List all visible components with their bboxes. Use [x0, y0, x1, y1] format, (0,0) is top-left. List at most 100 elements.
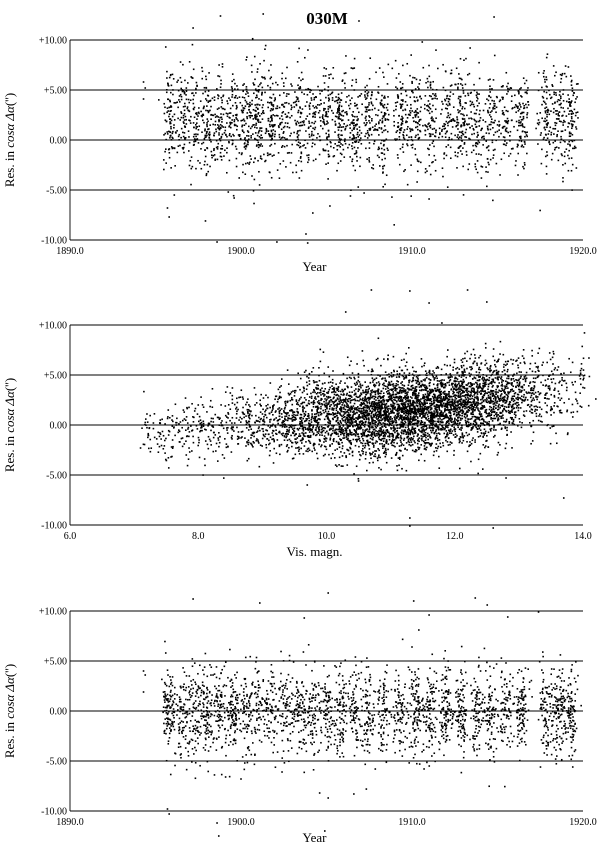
- scatter-point: [556, 110, 558, 112]
- scatter-point: [283, 137, 286, 139]
- scatter-point: [541, 148, 543, 151]
- scatter-point: [264, 435, 266, 438]
- scatter-point: [167, 467, 170, 469]
- scatter-point: [182, 114, 185, 117]
- scatter-point: [213, 431, 215, 434]
- scatter-point: [551, 425, 553, 428]
- scatter-point: [243, 131, 245, 134]
- scatter-point: [464, 136, 466, 138]
- scatter-point: [392, 383, 395, 385]
- scatter-point: [258, 98, 260, 100]
- scatter-point: [193, 416, 195, 419]
- scatter-point: [213, 96, 216, 98]
- scatter-point: [229, 107, 232, 110]
- scatter-point: [239, 101, 242, 104]
- scatter-point: [428, 112, 431, 115]
- figure-title: 030M: [306, 9, 348, 28]
- scatter-point: [349, 102, 352, 105]
- scatter-point: [286, 126, 289, 128]
- scatter-point: [256, 68, 259, 70]
- scatter-point: [312, 127, 314, 130]
- scatter-point: [302, 429, 305, 432]
- scatter-point: [296, 427, 299, 430]
- scatter-point: [365, 97, 368, 99]
- scatter-point: [259, 121, 262, 124]
- scatter-point: [498, 135, 500, 138]
- scatter-point: [508, 155, 510, 157]
- scatter-point: [270, 176, 273, 179]
- scatter-point: [144, 421, 147, 424]
- scatter-point: [389, 412, 391, 415]
- scatter-point: [219, 86, 222, 89]
- scatter-point: [384, 404, 387, 406]
- scatter-point: [325, 132, 328, 135]
- scatter-point: [193, 126, 195, 129]
- scatter-point: [377, 148, 380, 151]
- scatter-point: [338, 137, 341, 140]
- scatter-point: [330, 73, 332, 76]
- scatter-point: [222, 107, 225, 110]
- scatter-point: [239, 137, 242, 140]
- scatter-point: [571, 361, 574, 364]
- scatter-point: [396, 130, 399, 132]
- scatter-point: [242, 118, 245, 121]
- scatter-point: [246, 134, 248, 137]
- scatter-point: [426, 442, 428, 444]
- scatter-point: [337, 126, 339, 129]
- scatter-point: [226, 115, 229, 118]
- scatter-point: [418, 386, 421, 388]
- scatter-point: [481, 390, 484, 392]
- scatter-point: [195, 138, 198, 141]
- scatter-point: [443, 383, 445, 386]
- scatter-point: [448, 381, 450, 384]
- scatter-point: [457, 147, 460, 149]
- scatter-point: [226, 135, 228, 138]
- scatter-point: [541, 103, 543, 106]
- scatter-point: [264, 78, 266, 80]
- scatter-point: [377, 114, 379, 117]
- scatter-point: [205, 109, 207, 112]
- scatter-point: [415, 111, 417, 113]
- scatter-point: [379, 101, 382, 104]
- scatter-point: [264, 132, 267, 135]
- scatter-point: [515, 360, 517, 362]
- scatter-point: [192, 107, 195, 110]
- scatter-point: [210, 429, 212, 432]
- scatter-point: [352, 119, 355, 121]
- scatter-point: [421, 437, 423, 440]
- scatter-point: [570, 157, 573, 159]
- scatter-point: [474, 119, 476, 122]
- scatter-point: [546, 137, 549, 140]
- scatter-point: [302, 453, 305, 455]
- scatter-point: [324, 405, 327, 408]
- scatter-point: [362, 359, 365, 362]
- scatter-point: [548, 130, 551, 132]
- scatter-point: [477, 425, 480, 427]
- scatter-point: [398, 445, 401, 447]
- scatter-point: [313, 128, 316, 131]
- scatter-point: [515, 407, 518, 409]
- scatter-point: [170, 139, 173, 141]
- scatter-point: [352, 421, 354, 423]
- scatter-point: [452, 118, 455, 121]
- scatter-point: [332, 112, 335, 114]
- scatter-point: [337, 136, 340, 138]
- scatter-point: [315, 96, 317, 99]
- scatter-point: [491, 110, 493, 112]
- scatter-point: [306, 115, 309, 117]
- scatter-point: [157, 431, 160, 434]
- scatter-point: [413, 100, 416, 102]
- scatter-point: [395, 105, 397, 108]
- scatter-point: [324, 75, 327, 77]
- scatter-point: [226, 171, 228, 174]
- scatter-point: [520, 426, 523, 429]
- scatter-point: [559, 90, 561, 93]
- scatter-point: [423, 107, 426, 110]
- scatter-point: [535, 127, 537, 130]
- scatter-point: [303, 435, 305, 437]
- scatter-point: [473, 376, 476, 379]
- scatter-point: [297, 141, 300, 144]
- scatter-point: [475, 371, 478, 373]
- scatter-point: [501, 96, 503, 99]
- scatter-point: [366, 413, 369, 415]
